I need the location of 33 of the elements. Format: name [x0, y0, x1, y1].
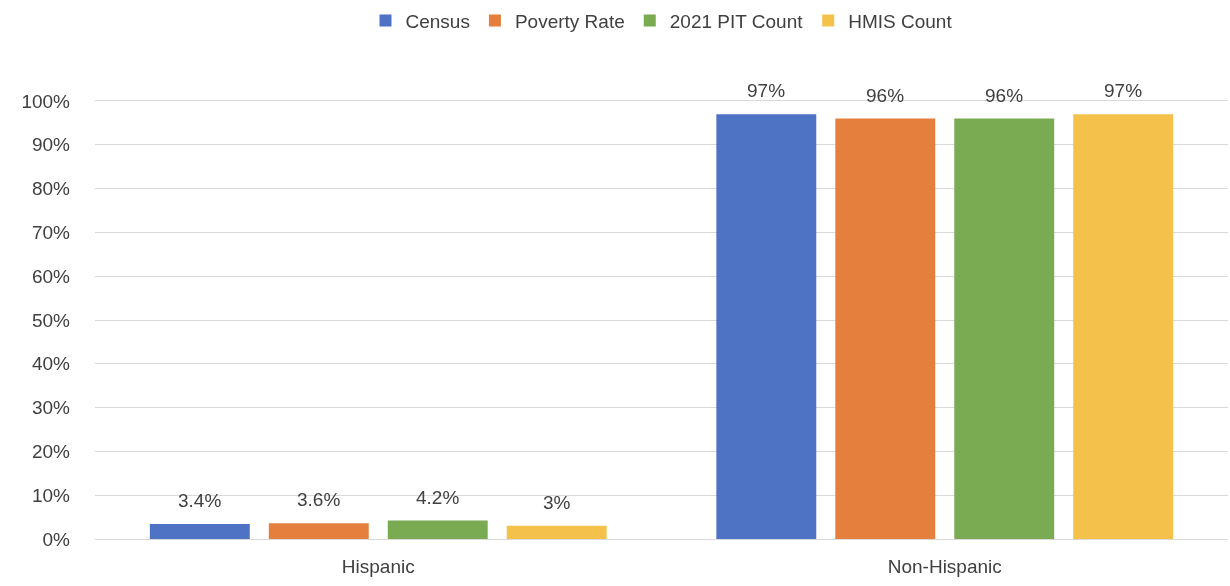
y-tick-label: 90%	[31, 134, 71, 156]
y-tick-label: 70%	[31, 222, 71, 244]
legend-label: HMIS Count	[848, 10, 953, 32]
x-tick-label: Non-Hispanic	[887, 555, 1002, 577]
data-label: 3.4%	[178, 490, 222, 511]
y-tick-label: 20%	[31, 441, 71, 463]
data-label: 97%	[747, 80, 786, 101]
data-label: 96%	[866, 85, 905, 106]
y-tick-label: 10%	[31, 484, 71, 506]
y-tick-label: 0%	[42, 528, 71, 550]
legend-label: Census	[405, 10, 470, 32]
y-tick-label: 30%	[31, 397, 71, 419]
data-label: 3%	[543, 492, 571, 513]
bar	[149, 524, 250, 539]
data-label: 97%	[1104, 80, 1143, 101]
y-tick-label: 50%	[31, 309, 71, 331]
legend-label: 2021 PIT Count	[669, 10, 804, 32]
bar	[268, 523, 369, 539]
data-label: 4.2%	[416, 487, 460, 508]
bar	[1073, 114, 1174, 539]
y-tick-label: 40%	[31, 353, 71, 375]
legend-label: Poverty Rate	[514, 10, 625, 32]
bar	[716, 114, 817, 539]
data-label: 96%	[985, 85, 1024, 106]
bar	[835, 118, 936, 539]
y-tick-label: 100%	[21, 90, 71, 112]
bar	[954, 118, 1055, 539]
x-tick-label: Hispanic	[341, 555, 415, 577]
bar	[387, 520, 488, 539]
data-label: 3.6%	[297, 489, 341, 510]
y-tick-label: 80%	[31, 178, 71, 200]
bar	[506, 525, 607, 539]
y-tick-label: 60%	[31, 265, 71, 287]
